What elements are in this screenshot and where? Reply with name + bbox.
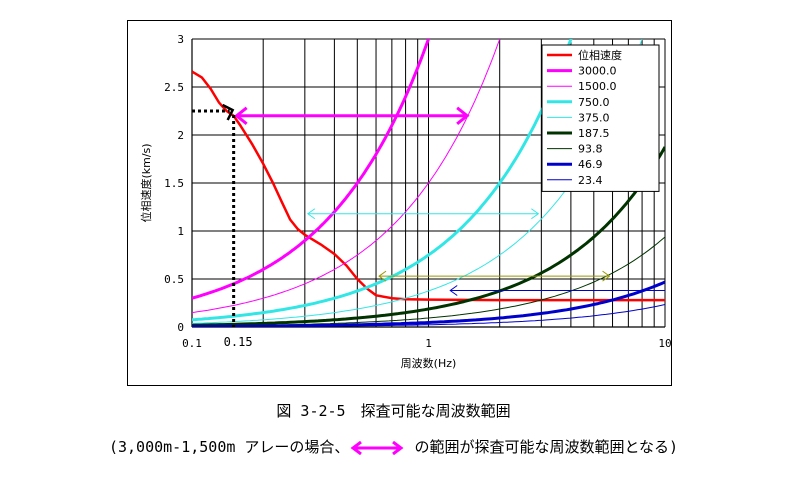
legend-label-3: 750.0 — [578, 96, 610, 109]
range-arrow-3 — [449, 285, 665, 296]
x-axis-title: 周波数(Hz) — [401, 357, 457, 370]
range-arrow-head-right — [602, 270, 611, 282]
legend: 位相速度 3000.0 1500.0 750.0 375.0 187.5 93.8 46.9 2… — [541, 44, 660, 192]
legend-label-6: 93.8 — [578, 143, 603, 156]
range-arrow-head-right — [456, 106, 470, 125]
legend-label-4: 375.0 — [578, 111, 610, 124]
range-arrow-head-left — [449, 285, 458, 296]
y-tick-label: 1.5 — [164, 177, 184, 190]
y-tick-label: 3 — [177, 33, 184, 46]
range-arrow-head-right — [531, 208, 540, 220]
marker-x-label: 0.15 — [224, 335, 253, 349]
series-line-8 — [192, 304, 665, 327]
range-arrow-2 — [378, 270, 611, 282]
series-line-1 — [192, 39, 431, 300]
x-tick-label: 10 — [658, 337, 671, 350]
range-arrow-head-left — [378, 270, 387, 282]
range-arrow-head-left — [234, 106, 248, 125]
y-tick-label: 2.5 — [164, 81, 184, 94]
range-arrow-head-left — [306, 208, 316, 220]
y-tick-label: 2 — [177, 129, 184, 142]
y-tick-label: 1 — [177, 225, 184, 238]
range-arrow-0 — [234, 106, 470, 125]
figure-note-text-after: の範囲が探査可能な周波数範囲となる) — [405, 438, 679, 456]
y-tick-label: 0 — [177, 321, 184, 334]
figure-caption: 図 3-2-5 探査可能な周波数範囲 — [0, 400, 787, 421]
legend-label-8: 23.4 — [578, 174, 603, 187]
legend-label-1: 3000.0 — [578, 65, 617, 78]
series-line-3 — [192, 39, 573, 322]
double-arrow-icon — [350, 440, 404, 455]
series-line-2 — [192, 39, 501, 314]
range-arrow-1 — [306, 208, 540, 220]
series-line-5 — [192, 146, 665, 327]
y-tick-label: 0.5 — [164, 273, 184, 286]
x-tick-label: 0.1 — [182, 337, 202, 350]
figure-note-text-before: (3,000m-1,500m アレーの場合、 — [108, 438, 350, 456]
phase-velocity-chart: 0 0.5 1 1.5 2 2.5 3 0.1 1 10 周波数(Hz) 位相速度(km/s) 0.15… — [139, 33, 672, 370]
figure-caption-text: 図 3-2-5 探査可能な周波数範囲 — [276, 402, 511, 420]
chart-frame: 0 0.5 1 1.5 2 2.5 3 0.1 1 10 周波数(Hz) 位相速度(km/s) 0.15… — [127, 20, 672, 386]
legend-label-0: 位相速度 — [578, 48, 622, 62]
legend-label-7: 46.9 — [578, 158, 603, 171]
x-tick-label: 1 — [425, 337, 432, 350]
legend-label-5: 187.5 — [578, 127, 610, 140]
y-axis-title: 位相速度(km/s) — [139, 143, 153, 222]
marker-arrow-head — [222, 103, 235, 121]
figure-note: (3,000m-1,500m アレーの場合、 の範囲が探査可能な周波数範囲となる… — [0, 436, 787, 457]
legend-label-2: 1500.0 — [578, 80, 617, 93]
